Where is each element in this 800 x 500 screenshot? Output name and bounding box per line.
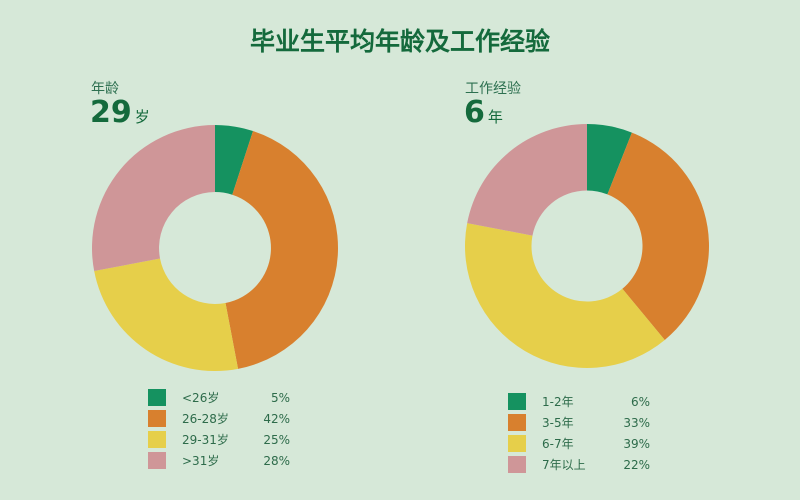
age-slice-2 [225, 131, 338, 369]
legend-value: 39% [623, 436, 650, 451]
experience-kpi-label: 工作经验 [465, 81, 521, 97]
age-kpi-unit: 岁 [134, 108, 150, 126]
legend-swatch [508, 393, 526, 410]
experience-slice-2 [607, 132, 709, 341]
age-kpi-number: 29 [90, 95, 132, 130]
experience-donut-chart [465, 124, 709, 368]
legend-value: 25% [263, 432, 290, 447]
experience-kpi-unit: 年 [487, 108, 503, 126]
age-legend-item: 26-28岁 42% [148, 410, 290, 427]
experience-kpi-number: 6 [464, 95, 485, 130]
age-slice-3 [94, 258, 239, 371]
legend-value: 42% [263, 411, 290, 426]
experience-slice-3 [465, 223, 665, 368]
legend-label: <26岁 [182, 391, 220, 405]
legend-value: 28% [263, 453, 290, 468]
legend-swatch [148, 431, 166, 448]
experience-legend-item: 1-2年 6% [508, 393, 650, 410]
age-kpi-value: 29 岁 [90, 98, 150, 128]
experience-slice-4 [467, 124, 587, 236]
legend-swatch [148, 410, 166, 427]
age-slice-1 [215, 125, 254, 195]
legend-swatch [148, 452, 166, 469]
age-legend-item: >31岁 28% [148, 452, 290, 469]
legend-value: 5% [270, 390, 290, 405]
legend-label: 29-31岁 [182, 433, 229, 447]
legend-swatch [508, 435, 526, 452]
chart-title: 毕业生平均年龄及工作经验 [249, 27, 550, 56]
age-legend-item: 29-31岁 25% [148, 431, 290, 448]
legend-label: 1-2年 [542, 395, 574, 409]
experience-legend: 1-2年 6% 3-5年 33% 6-7年 39% 7年以上 22% [508, 393, 650, 477]
age-slice-4 [91, 125, 215, 272]
legend-label: >31岁 [182, 454, 220, 468]
legend-swatch [508, 414, 526, 431]
experience-legend-item: 7年以上 22% [508, 456, 650, 473]
legend-swatch [508, 456, 526, 473]
legend-value: 33% [623, 415, 650, 430]
legend-label: 6-7年 [542, 437, 574, 451]
legend-value: 6% [630, 394, 650, 409]
experience-slice-1 [587, 124, 632, 195]
age-legend-item: <26岁 5% [148, 389, 290, 406]
legend-label: 26-28岁 [182, 412, 229, 426]
legend-label: 7年以上 [542, 458, 586, 472]
age-kpi-label: 年龄 [91, 81, 119, 97]
age-legend: <26岁 5% 26-28岁 42% 29-31岁 25% >31岁 28% [148, 389, 290, 473]
legend-swatch [148, 389, 166, 406]
age-donut-chart [91, 125, 338, 371]
experience-legend-item: 3-5年 33% [508, 414, 650, 431]
legend-value: 22% [623, 457, 650, 472]
age-panel: 年龄 29 岁 <26岁 5% 26-28岁 42% 29-31岁 25% >31岁 28% [90, 81, 338, 473]
legend-label: 3-5年 [542, 416, 574, 430]
experience-legend-item: 6-7年 39% [508, 435, 650, 452]
